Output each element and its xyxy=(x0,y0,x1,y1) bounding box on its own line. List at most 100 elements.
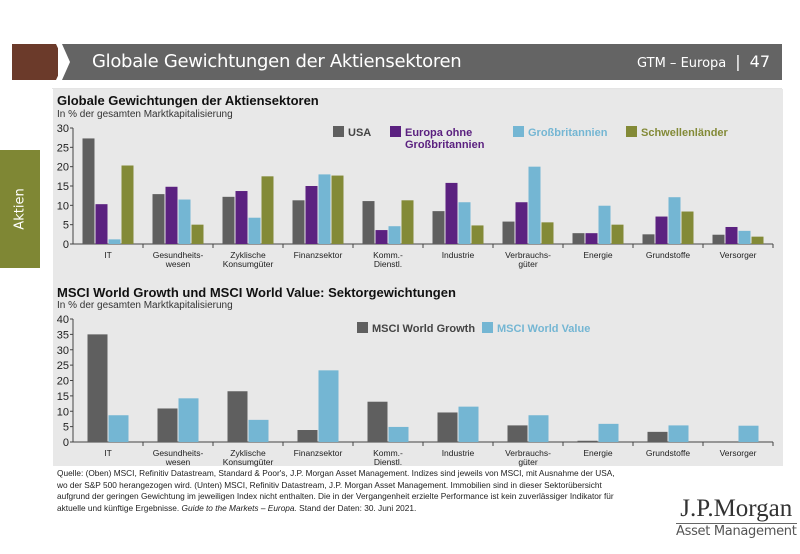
x-tick-label: Komm.-Dienstl. xyxy=(373,250,403,269)
chart-panel xyxy=(53,89,783,466)
chart2-subtitle: In % der gesamten Marktkapitalisierung xyxy=(57,300,233,311)
header-bar xyxy=(62,44,782,80)
bar-usa xyxy=(712,234,725,244)
x-tick-label: Grundstoffe xyxy=(646,250,691,260)
x-tick-label: Finanzsektor xyxy=(294,250,343,260)
divider xyxy=(52,88,782,89)
bar-usa xyxy=(82,138,95,244)
bar-schwellenländer xyxy=(261,176,274,244)
bar-usa xyxy=(572,233,585,244)
bar-großbritannien xyxy=(738,230,751,244)
bar-großbritannien xyxy=(668,197,681,244)
footnote-text: Quelle: (Oben) MSCI, Refinitiv Datastrea… xyxy=(57,468,615,513)
y-tick-label: 5 xyxy=(63,422,69,434)
logo-line1: J.P.Morgan xyxy=(676,496,797,524)
x-tick-label: Gesundheits-wesen xyxy=(153,448,204,467)
bar-usa xyxy=(222,196,235,244)
legend-swatch xyxy=(390,126,401,137)
legend-label: MSCI World Growth xyxy=(372,323,475,335)
bar-großbritannien xyxy=(108,239,121,244)
header-meta: GTM – Europa | 47 xyxy=(637,52,770,71)
x-tick-label: Energie xyxy=(583,448,613,458)
logo-line2: Asset Management xyxy=(676,524,797,539)
bar-schwellenländer xyxy=(681,211,694,244)
y-tick-label: 25 xyxy=(57,142,69,154)
bar-großbritannien xyxy=(318,174,331,244)
chart1-title: Globale Gewichtungen der Aktiensektoren xyxy=(57,93,319,108)
legend-label: MSCI World Value xyxy=(497,323,590,335)
bar-msci-world-growth xyxy=(227,391,248,442)
bar-msci-world-value xyxy=(318,370,339,442)
side-tab-aktien[interactable]: Aktien xyxy=(0,150,40,268)
bar-usa xyxy=(292,200,305,244)
bar-europa-ohne-großbritannien xyxy=(235,191,248,244)
legend-swatch xyxy=(626,126,637,137)
bar-schwellenländer xyxy=(471,225,484,244)
legend-swatch xyxy=(333,126,344,137)
chart2-title: MSCI World Growth und MSCI World Value: … xyxy=(57,285,456,300)
x-tick-label: Verbrauchs-güter xyxy=(505,250,551,269)
bar-schwellenländer xyxy=(331,175,344,244)
y-tick-label: 10 xyxy=(57,200,69,212)
footnote-date: Stand der Daten: 30. Juni 2021. xyxy=(299,502,417,513)
bar-schwellenländer xyxy=(751,236,764,244)
y-tick-label: 20 xyxy=(57,376,69,388)
bar-msci-world-value xyxy=(598,423,619,442)
bar-europa-ohne-großbritannien xyxy=(165,186,178,244)
legend-label: Großbritannien xyxy=(528,127,608,139)
header-brand-block xyxy=(12,44,58,80)
bar-msci-world-growth xyxy=(647,431,668,442)
bar-großbritannien xyxy=(458,202,471,244)
x-tick-label: Zyklische Konsumgüter xyxy=(223,448,274,467)
y-tick-label: 15 xyxy=(57,181,69,193)
x-tick-label: Industrie xyxy=(442,448,475,458)
y-tick-label: 5 xyxy=(63,220,69,232)
series-name: GTM – Europa xyxy=(637,56,727,71)
y-tick-label: 20 xyxy=(57,162,69,174)
legend-label: Schwellenländer xyxy=(641,127,729,139)
legend-swatch xyxy=(482,322,493,333)
chart1-subtitle: In % der gesamten Marktkapitalisierung xyxy=(57,109,233,120)
x-tick-label: Versorger xyxy=(720,250,757,260)
bar-europa-ohne-großbritannien xyxy=(305,186,318,244)
bar-schwellenländer xyxy=(401,200,414,244)
bar-europa-ohne-großbritannien xyxy=(725,226,738,244)
y-tick-label: 0 xyxy=(63,437,69,449)
divider: | xyxy=(735,52,741,71)
bar-großbritannien xyxy=(178,199,191,244)
bar-großbritannien xyxy=(248,217,261,244)
bar-schwellenländer xyxy=(541,222,554,244)
bar-großbritannien xyxy=(388,226,401,244)
x-tick-label: Zyklische Konsumgüter xyxy=(223,250,274,269)
bar-msci-world-value xyxy=(178,398,199,442)
bar-usa xyxy=(152,194,165,244)
bar-europa-ohne-großbritannien xyxy=(95,204,108,244)
legend-swatch xyxy=(513,126,524,137)
bar-msci-world-value xyxy=(108,415,129,442)
bar-europa-ohne-großbritannien xyxy=(655,216,668,244)
bar-europa-ohne-großbritannien xyxy=(515,202,528,244)
x-tick-label: Grundstoffe xyxy=(646,448,691,458)
bar-msci-world-growth xyxy=(157,408,178,442)
jpmorgan-logo: J.P.Morgan Asset Management xyxy=(676,496,797,539)
bar-europa-ohne-großbritannien xyxy=(585,233,598,244)
bar-msci-world-value xyxy=(248,419,269,442)
bar-europa-ohne-großbritannien xyxy=(375,230,388,244)
legend-label: USA xyxy=(348,127,371,139)
x-tick-label: IT xyxy=(104,250,112,260)
bar-msci-world-value xyxy=(668,425,689,442)
y-tick-label: 15 xyxy=(57,391,69,403)
legend-label: Europa ohne Großbritannien xyxy=(405,127,485,151)
bar-msci-world-value xyxy=(458,406,479,442)
x-tick-label: IT xyxy=(104,448,112,458)
x-tick-label: Gesundheits-wesen xyxy=(153,250,204,269)
bar-großbritannien xyxy=(598,205,611,244)
bar-europa-ohne-großbritannien xyxy=(445,182,458,244)
bar-schwellenländer xyxy=(611,224,624,244)
bar-schwellenländer xyxy=(191,224,204,244)
x-tick-label: Finanzsektor xyxy=(294,448,343,458)
bar-msci-world-growth xyxy=(297,430,318,442)
y-tick-label: 35 xyxy=(57,329,69,341)
bar-usa xyxy=(362,201,375,244)
